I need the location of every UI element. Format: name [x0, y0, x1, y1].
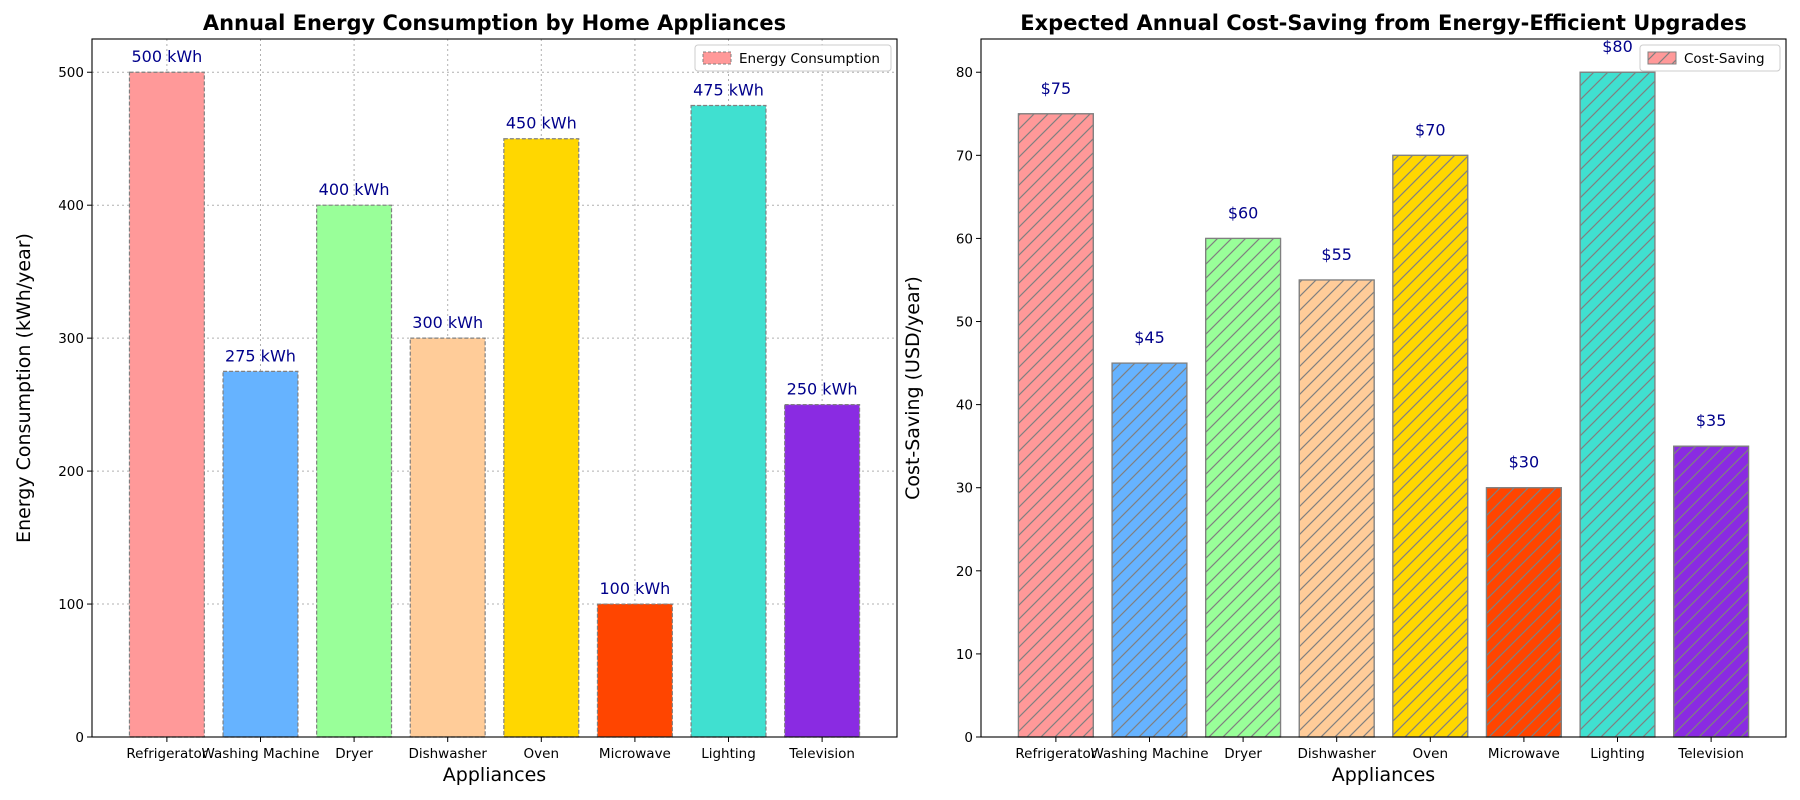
data-label: $55 — [1321, 245, 1352, 264]
data-label: 400 kWh — [319, 180, 390, 199]
data-label: $60 — [1228, 203, 1259, 222]
y-tick-label: 10 — [956, 647, 973, 663]
y-tick-label: 50 — [956, 315, 973, 331]
x-tick-label: Washing Machine — [201, 746, 319, 762]
y-tick-label: 40 — [956, 398, 973, 414]
bar-hatch — [1205, 237, 1282, 738]
legend-label: Cost-Saving — [1684, 51, 1765, 67]
bar — [596, 603, 673, 738]
y-tick-label: 200 — [58, 464, 84, 480]
x-tick-label: Lighting — [701, 746, 756, 762]
bar-hatch — [1298, 279, 1375, 738]
plot-frame — [91, 38, 898, 738]
y-tick-label: 70 — [956, 148, 973, 164]
x-axis-label: Appliances — [443, 764, 546, 786]
chart-title: Expected Annual Cost-Saving from Energy-… — [1020, 11, 1746, 35]
x-tick-label: Dishwasher — [408, 746, 487, 762]
y-tick-label: 300 — [58, 331, 84, 347]
bar-hatch — [1579, 71, 1656, 738]
x-tick-label: Washing Machine — [1090, 746, 1208, 762]
data-label: $45 — [1134, 328, 1165, 347]
y-tick-label: 400 — [58, 198, 84, 214]
energy-consumption-chart: Annual Energy Consumption by Home Applia… — [13, 11, 898, 786]
y-tick-label: 60 — [956, 231, 973, 247]
y-axis-label: Energy Consumption (kWh/year) — [13, 233, 35, 543]
legend-label: Energy Consumption — [739, 51, 880, 67]
y-tick-label: 100 — [58, 597, 84, 613]
y-tick-label: 0 — [964, 730, 973, 746]
x-tick-label: Television — [788, 746, 855, 762]
bar-hatch — [1392, 154, 1469, 738]
x-tick-label: Lighting — [1590, 746, 1645, 762]
bar — [316, 204, 393, 738]
x-tick-label: Dryer — [1224, 746, 1262, 762]
bar — [128, 71, 205, 738]
bar — [503, 138, 580, 738]
x-tick-label: Oven — [1413, 746, 1448, 762]
x-tick-label: Dryer — [335, 746, 373, 762]
data-label: 500 kWh — [131, 47, 202, 66]
y-tick-label: 80 — [956, 65, 973, 81]
bar-hatch — [1111, 362, 1188, 738]
plot-frame — [980, 38, 1787, 738]
y-tick-label: 500 — [58, 65, 84, 81]
x-axis-label: Appliances — [1332, 764, 1435, 786]
data-label: $30 — [1509, 453, 1540, 472]
data-label: 300 kWh — [412, 313, 483, 332]
legend-swatch-hatch — [1647, 51, 1677, 65]
data-label: 275 kWh — [225, 346, 296, 365]
x-tick-label: Television — [1677, 746, 1744, 762]
x-tick-label: Refrigerator — [1015, 746, 1096, 762]
bar — [222, 370, 299, 738]
bar-hatch — [1485, 487, 1562, 738]
bar — [690, 104, 767, 738]
cost-saving-chart: Expected Annual Cost-Saving from Energy-… — [902, 11, 1787, 786]
x-tick-label: Dishwasher — [1297, 746, 1376, 762]
y-tick-label: 30 — [956, 481, 973, 497]
y-tick-label: 0 — [75, 730, 84, 746]
data-label: 475 kWh — [693, 80, 764, 99]
data-label: $70 — [1415, 120, 1446, 139]
x-tick-label: Microwave — [1488, 746, 1560, 762]
data-label: 100 kWh — [599, 579, 670, 598]
x-tick-label: Microwave — [599, 746, 671, 762]
data-label: 450 kWh — [506, 114, 577, 133]
y-tick-label: 20 — [956, 564, 973, 580]
legend-box — [694, 44, 892, 72]
x-tick-label: Refrigerator — [126, 746, 207, 762]
x-tick-label: Oven — [524, 746, 559, 762]
data-label: $75 — [1041, 79, 1072, 98]
data-label: 250 kWh — [787, 380, 858, 399]
legend-swatch — [702, 51, 732, 65]
y-axis-label: Cost-Saving (USD/year) — [902, 276, 924, 500]
data-label: $80 — [1602, 37, 1633, 56]
data-label: $35 — [1696, 411, 1727, 430]
chart-title: Annual Energy Consumption by Home Applia… — [203, 11, 786, 35]
bar — [409, 337, 486, 738]
bar-hatch — [1673, 445, 1750, 738]
bar-hatch — [1017, 113, 1094, 738]
bar — [784, 404, 861, 738]
